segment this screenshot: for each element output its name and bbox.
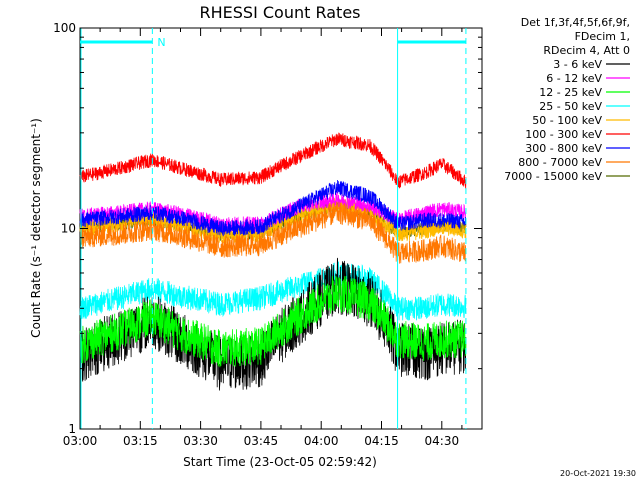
y-tick-label: 100 — [53, 21, 76, 35]
series-layer — [79, 132, 467, 391]
series-line — [79, 275, 467, 368]
series-line — [79, 132, 467, 189]
series-line — [79, 261, 467, 321]
x-tick-label: 03:30 — [183, 434, 218, 448]
x-tick-label: 04:15 — [364, 434, 399, 448]
x-tick-label: 04:30 — [425, 434, 460, 448]
legend-entry-label: 12 - 25 keV — [539, 86, 602, 99]
x-tick-label: 03:45 — [244, 434, 279, 448]
legend-entry-label: 50 - 100 keV — [532, 114, 602, 127]
x-axis: 03:00 03:15 03:30 03:45 04:00 04:15 04:30 — [63, 28, 483, 448]
legend-entry-label: 100 - 300 keV — [525, 128, 602, 141]
y-tick-label: 10 — [61, 222, 76, 236]
x-axis-label: Start Time (23-Oct-05 02:59:42) — [183, 455, 377, 469]
legend-entry-label: 25 - 50 keV — [539, 100, 602, 113]
y-axis-label: Count Rate (s⁻¹ detector segment⁻¹) — [29, 118, 43, 338]
legend-header-line-3: RDecim 4, Att 0 — [543, 44, 630, 57]
series-line — [79, 201, 467, 264]
chart-title: RHESSI Count Rates — [200, 3, 361, 22]
series-line — [79, 179, 467, 237]
x-tick-label: 03:00 — [63, 434, 98, 448]
night-flag-label: N — [157, 36, 165, 49]
footer-timestamp: 20-Oct-2021 19:30 — [560, 469, 636, 478]
y-axis: 1 10 100 — [53, 21, 482, 436]
marker-layer: N — [80, 28, 467, 429]
legend: Det 1f,3f,4f,5f,6f,9f, FDecim 1, RDecim … — [504, 16, 630, 183]
legend-entry-label: 800 - 7000 keV — [518, 156, 602, 169]
x-tick-label: 04:00 — [304, 434, 339, 448]
x-tick-label: 03:15 — [123, 434, 158, 448]
legend-header-line-2: FDecim 1, — [575, 30, 630, 43]
legend-entry-label: 300 - 800 keV — [525, 142, 602, 155]
legend-header-line-1: Det 1f,3f,4f,5f,6f,9f, — [521, 16, 630, 29]
legend-entry-label: 7000 - 15000 keV — [504, 170, 602, 183]
legend-entry-label: 6 - 12 keV — [546, 72, 602, 85]
y-tick-label: 1 — [68, 422, 76, 436]
legend-entry-label: 3 - 6 keV — [553, 58, 602, 71]
